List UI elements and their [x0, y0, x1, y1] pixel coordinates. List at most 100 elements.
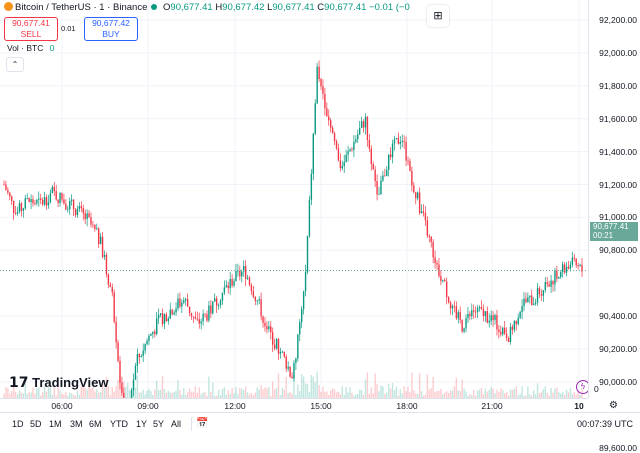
volume-bar — [289, 392, 291, 398]
volume-bar — [45, 391, 48, 398]
candle-body — [542, 290, 545, 296]
volume-bar — [389, 388, 392, 398]
range-button-1y[interactable]: 1Y — [136, 419, 148, 429]
range-button-all[interactable]: All — [171, 419, 182, 429]
candle-body — [318, 66, 320, 80]
candle-body — [511, 326, 514, 330]
volume-bar — [362, 394, 365, 398]
volume-bar — [283, 389, 286, 398]
range-button-1d[interactable]: 1D — [12, 419, 24, 429]
sell-button[interactable]: 90,677.41 SELL — [4, 17, 58, 41]
candle-body — [51, 186, 54, 194]
price-tick: 91,600.00 — [599, 113, 637, 124]
volume-bar — [273, 389, 276, 398]
volume-bar — [225, 394, 228, 398]
candle-body — [80, 206, 83, 209]
candle-body — [378, 194, 380, 195]
volume-bar — [150, 391, 152, 398]
volume-bar — [335, 392, 338, 398]
price-axis[interactable]: 92,200.00 92,000.00 91,800.00 91,600.00 91,4… — [588, 0, 640, 453]
buy-button[interactable]: 90,677.42 BUY — [84, 17, 138, 41]
volume-bar — [5, 387, 7, 398]
symbol-title[interactable]: Bitcoin / TetherUS · 1 · Binance — [15, 2, 148, 13]
candle-body — [291, 376, 293, 379]
price-chart[interactable] — [0, 0, 588, 398]
candle-body — [119, 360, 121, 383]
volume-bar — [565, 389, 568, 398]
candle-body — [198, 319, 200, 324]
candle-body — [18, 203, 21, 212]
volume-bar — [358, 389, 361, 398]
volume-bar — [505, 392, 508, 398]
volume-bar — [101, 383, 104, 398]
volume-bar — [455, 377, 458, 398]
candle-body — [358, 127, 361, 135]
volume-bar — [82, 387, 84, 398]
candle-body — [374, 169, 376, 181]
candle-body — [159, 313, 162, 315]
bar-countdown: 00:21 — [593, 231, 614, 240]
volume-bar — [517, 395, 519, 398]
volume-bar — [492, 388, 494, 398]
volume-bar — [275, 388, 278, 398]
range-button-5d[interactable]: 5D — [30, 419, 42, 429]
volume-bar — [444, 392, 446, 398]
volume-bar — [374, 373, 376, 398]
range-button-5y[interactable]: 5Y — [153, 419, 165, 429]
candle-body — [482, 309, 485, 317]
time-tick: 21:00 — [481, 401, 503, 411]
range-button-3m[interactable]: 3M — [70, 419, 83, 429]
volume-bar — [190, 391, 193, 398]
candle-body — [12, 200, 15, 214]
layout-button[interactable]: ⊞ — [427, 5, 449, 27]
collapse-legend-button[interactable]: ⌃ — [6, 57, 24, 72]
volume-bar — [3, 393, 5, 398]
utc-clock[interactable]: 00:07:39 UTC — [577, 419, 634, 429]
candle-body — [105, 254, 108, 275]
volume-bar — [177, 380, 179, 398]
range-button-ytd[interactable]: YTD — [110, 419, 128, 429]
candle-body — [69, 200, 71, 210]
volume-bar — [302, 376, 305, 398]
volume-bar — [364, 379, 367, 398]
time-axis[interactable]: 06:00 09:00 12:00 15:00 18:00 21:00 10 — [0, 398, 588, 413]
settings-gear-icon[interactable]: ⚙ — [609, 400, 618, 411]
candle-body — [453, 305, 456, 307]
volume-bar — [447, 392, 450, 398]
volume-bar — [515, 386, 517, 398]
chart-area[interactable]: Bitcoin / TetherUS · 1 · Binance O90,677… — [0, 0, 588, 398]
candle-body — [67, 209, 69, 210]
candle-body — [223, 287, 226, 293]
candle-body — [554, 270, 556, 285]
volume-bar — [357, 394, 359, 398]
candle-body — [351, 149, 353, 151]
price-tick: 90,200.00 — [599, 344, 637, 354]
lightning-icon[interactable]: ϟ — [576, 380, 588, 394]
candle-body — [366, 116, 369, 140]
range-button-6m[interactable]: 6M — [89, 419, 102, 429]
range-button-1m[interactable]: 1M — [49, 419, 62, 429]
calendar-icon[interactable]: 📅 — [196, 418, 209, 429]
candle-body — [455, 306, 458, 319]
candle-body — [347, 151, 349, 155]
candle-body — [208, 305, 210, 321]
volume-bar — [65, 391, 67, 398]
volume-bar — [550, 387, 552, 398]
volume-bar — [430, 388, 432, 398]
volume-bar — [391, 382, 394, 398]
volume-bar — [258, 389, 260, 398]
volume-bar — [183, 388, 185, 398]
volume-bar — [312, 376, 314, 398]
tradingview-logo[interactable]: 𝟭𝟳 TradingView — [9, 374, 108, 391]
volume-bar — [51, 394, 54, 398]
price-tick: 92,200.00 — [599, 15, 637, 25]
volume-bar — [418, 373, 421, 398]
volume-bar — [291, 393, 293, 398]
volume-bar — [204, 392, 206, 398]
volume-bar — [329, 390, 332, 398]
candle-body — [357, 134, 359, 140]
volume-bar — [509, 389, 512, 398]
volume-bar — [185, 394, 187, 398]
candle-body — [103, 254, 106, 257]
volume-bar — [229, 393, 231, 398]
